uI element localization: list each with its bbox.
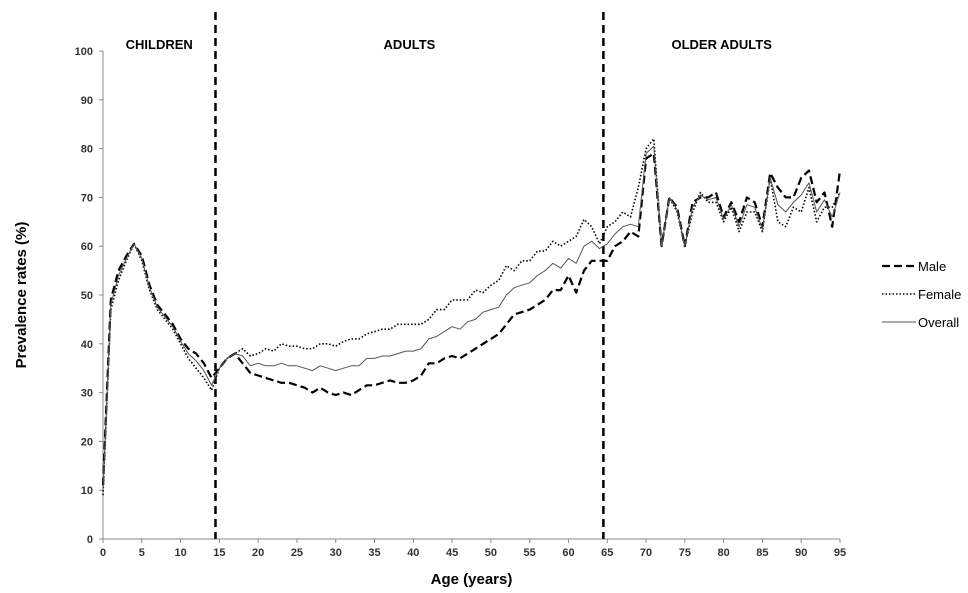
y-tick-label: 0 — [87, 534, 93, 546]
x-tick-label: 30 — [330, 547, 342, 559]
x-tick-label: 25 — [291, 547, 303, 559]
x-tick-label: 5 — [139, 547, 145, 559]
series-lines — [101, 138, 842, 496]
x-tick-label: 40 — [407, 547, 419, 559]
x-tick-label: 45 — [446, 547, 458, 559]
y-tick-label: 100 — [75, 46, 93, 58]
y-axis-title: Prevalence rates (%) — [13, 222, 30, 369]
legend: Male Female Overall — [882, 259, 961, 330]
x-tick-label: 90 — [795, 547, 807, 559]
x-tick-label: 80 — [718, 547, 730, 559]
age-group-label: CHILDREN — [126, 37, 193, 52]
age-group-labels: CHILDREN ADULTS OLDER ADULTS — [126, 37, 773, 52]
x-tick-label: 55 — [524, 547, 536, 559]
age-group-label: OLDER ADULTS — [671, 37, 772, 52]
x-axis-title: Age (years) — [431, 571, 513, 588]
y-tick-label: 70 — [81, 192, 93, 204]
legend-label-female: Female — [918, 287, 961, 302]
x-tick-label: 50 — [485, 547, 497, 559]
x-tick-label: 95 — [834, 547, 846, 559]
age-group-dividers — [214, 12, 605, 539]
y-tick-label: 90 — [81, 95, 93, 107]
y-tick-label: 60 — [81, 241, 93, 253]
y-tick-label: 10 — [81, 485, 93, 497]
y-tick-label: 50 — [81, 290, 93, 302]
x-tick-label: 70 — [640, 547, 652, 559]
x-tick-label: 75 — [679, 547, 691, 559]
y-axis-ticks: 0 10 20 30 40 50 60 70 80 90 100 — [75, 46, 103, 546]
series-line-male — [101, 152, 842, 486]
x-tick-label: 65 — [601, 547, 613, 559]
age-group-label: ADULTS — [384, 37, 436, 52]
x-tick-label: 15 — [213, 547, 225, 559]
y-tick-label: 80 — [81, 144, 93, 156]
x-axis-ticks: 0 5 10 15 20 25 30 35 40 45 50 55 60 65 70 75 80 85 90 95 — [100, 539, 846, 559]
legend-label-male: Male — [918, 259, 946, 274]
y-tick-label: 20 — [81, 436, 93, 448]
x-tick-label: 35 — [368, 547, 380, 559]
x-tick-label: 0 — [100, 547, 106, 559]
legend-label-overall: Overall — [918, 315, 959, 330]
series-line-overall — [102, 145, 841, 491]
series-line-female — [102, 138, 841, 496]
y-tick-label: 40 — [81, 339, 93, 351]
x-tick-label: 85 — [756, 547, 768, 559]
x-tick-label: 20 — [252, 547, 264, 559]
y-tick-label: 30 — [81, 388, 93, 400]
x-tick-label: 60 — [562, 547, 574, 559]
x-tick-label: 10 — [174, 547, 186, 559]
